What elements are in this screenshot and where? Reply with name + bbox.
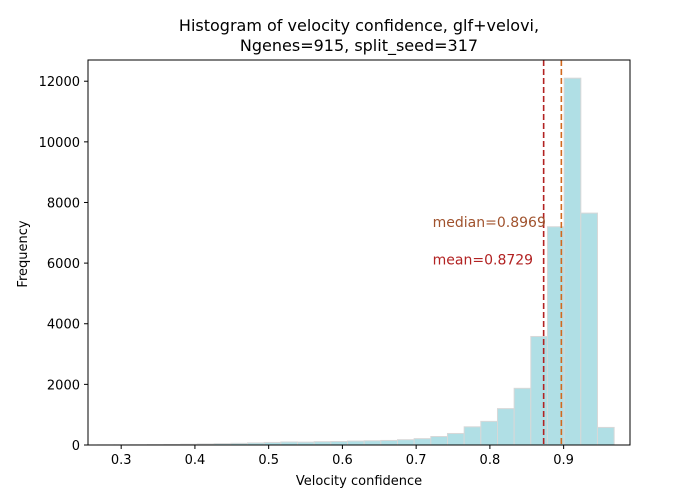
histogram-bar (596, 426, 615, 446)
y-tick-label: 10000 (39, 136, 80, 151)
plot-area-frame (87, 59, 631, 446)
y-axis-ticks: 0 2000 4000 6000 8000 10000 12000 (39, 75, 88, 454)
median-annotation: median=0.8969 (433, 215, 546, 231)
x-axis-label: Velocity confidence (296, 474, 422, 489)
histogram-bar (396, 439, 415, 446)
histogram-bar (463, 426, 482, 446)
bars-group (97, 77, 615, 446)
histogram-bar (563, 77, 582, 446)
histogram-bar (363, 440, 382, 446)
histogram-bar (480, 420, 498, 446)
chart-title-line1: Histogram of velocity confidence, glf+ve… (179, 16, 539, 35)
y-tick-label: 8000 (47, 196, 80, 211)
histogram-bar (380, 439, 398, 446)
y-tick-label: 12000 (39, 75, 80, 90)
histogram-bar (530, 335, 548, 446)
x-axis-ticks: 0.3 0.4 0.5 0.6 0.7 0.8 0.9 (111, 445, 574, 468)
x-tick-label: 0.8 (480, 453, 501, 468)
y-tick-label: 6000 (47, 257, 80, 272)
histogram-bar (446, 432, 465, 446)
mean-annotation: mean=0.8729 (433, 252, 533, 268)
histogram-bar (313, 441, 332, 446)
x-tick-label: 0.9 (553, 453, 574, 468)
annotations: median=0.8969 mean=0.8729 (433, 215, 546, 268)
y-tick-label: 2000 (47, 378, 80, 393)
histogram-bar (413, 438, 432, 446)
y-tick-label: 4000 (47, 318, 80, 333)
x-tick-label: 0.6 (332, 453, 353, 468)
histogram-bar (346, 440, 365, 446)
x-tick-label: 0.4 (185, 453, 206, 468)
histogram-bar (496, 408, 515, 446)
x-tick-label: 0.7 (406, 453, 427, 468)
histogram-bar (580, 212, 598, 446)
histogram-bar (330, 441, 348, 446)
x-tick-label: 0.5 (258, 453, 279, 468)
histogram-bar (513, 387, 532, 446)
histogram-bar (430, 436, 448, 446)
x-tick-label: 0.3 (111, 453, 132, 468)
reference-lines (542, 60, 563, 445)
chart-title-line2: Ngenes=915, split_seed=317 (240, 36, 478, 56)
y-axis-label: Frequency (16, 220, 31, 287)
y-tick-label: 0 (72, 439, 80, 454)
